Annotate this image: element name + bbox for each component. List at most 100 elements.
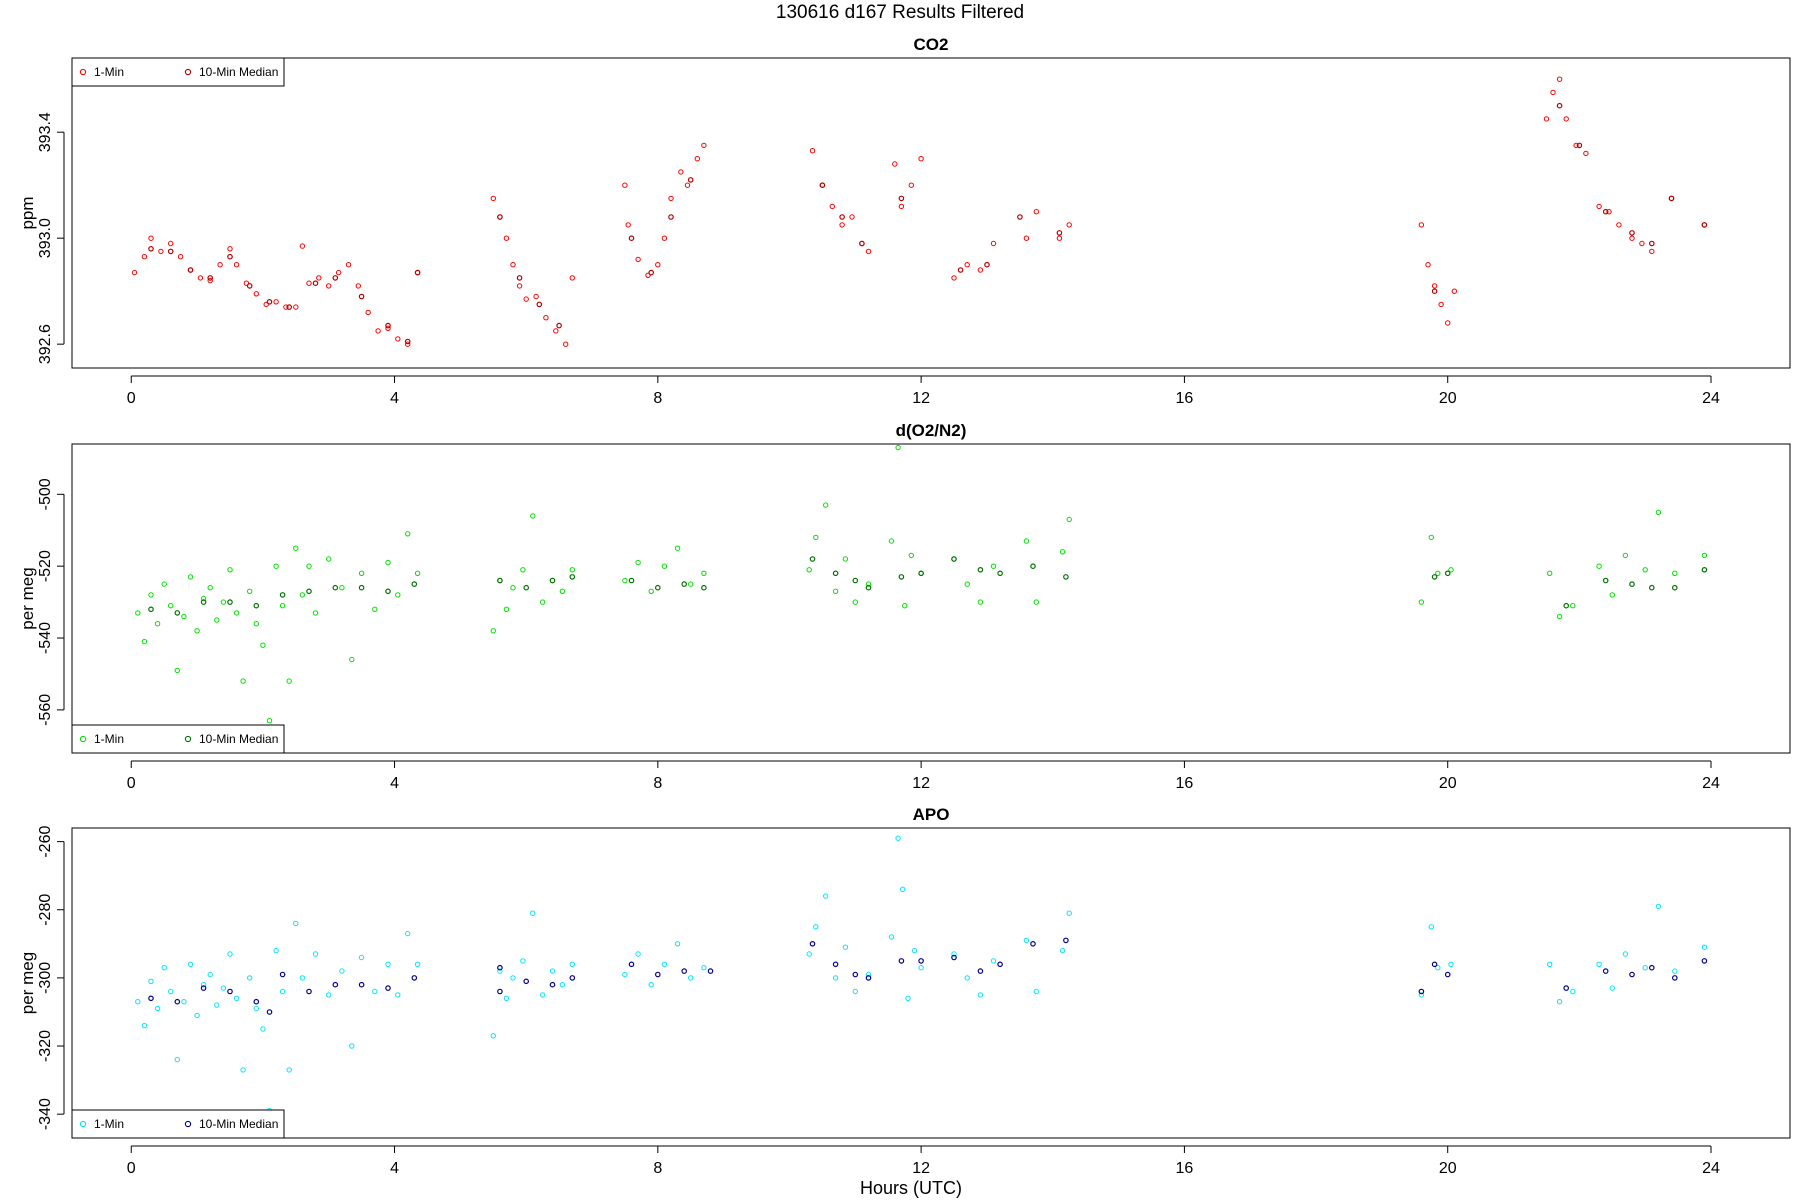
one-min-point (385, 961, 391, 967)
one-min-point (1445, 320, 1451, 326)
one-min-point (1059, 947, 1066, 954)
one-min-point (918, 965, 924, 971)
one-min-point (569, 567, 575, 573)
legend-label: 10-Min Median (199, 1117, 278, 1131)
median-point (358, 981, 365, 988)
one-min-point (520, 567, 526, 573)
one-min-point (187, 961, 194, 967)
one-min-point (549, 968, 556, 974)
x-tick-label: 8 (653, 390, 662, 407)
one-min-point (414, 961, 421, 967)
one-min-point (622, 182, 628, 188)
one-min-point (701, 570, 707, 576)
one-min-point (806, 567, 812, 573)
one-min-point (345, 262, 352, 268)
one-min-point (842, 556, 849, 562)
one-min-point (141, 254, 148, 260)
one-min-point (813, 534, 819, 541)
x-tick-label: 20 (1439, 390, 1457, 407)
legend-label: 1-Min (94, 1117, 124, 1131)
one-min-point (977, 992, 984, 998)
median-point (536, 301, 543, 308)
median-point (253, 602, 260, 609)
x-tick-label: 4 (390, 1160, 399, 1177)
one-min-point (1583, 150, 1589, 157)
one-min-point (559, 982, 566, 988)
x-tick-label: 12 (912, 390, 930, 407)
median-point (707, 968, 714, 974)
one-min-point (908, 552, 914, 559)
x-tick-label: 12 (912, 1160, 930, 1177)
one-min-point (1701, 944, 1708, 950)
median-point (246, 283, 253, 289)
one-min-point (1596, 961, 1602, 967)
one-min-point (227, 246, 233, 252)
one-min-point (266, 718, 273, 724)
one-min-point (1425, 262, 1431, 268)
one-min-point (553, 328, 559, 334)
one-min-point (335, 269, 342, 276)
one-min-point (158, 248, 164, 255)
median-point (385, 588, 391, 595)
median-point (411, 581, 418, 587)
median-point (569, 574, 576, 580)
one-min-point (645, 272, 651, 278)
one-min-point (655, 262, 661, 268)
one-min-point (358, 954, 365, 961)
one-min-point (1547, 570, 1553, 576)
one-min-point (951, 951, 957, 957)
median-point (1431, 574, 1438, 580)
median-point (977, 968, 984, 974)
one-min-point (405, 531, 411, 537)
y-axis: -560 -540 -520 -500 per meg (18, 478, 65, 726)
median-point (654, 584, 661, 591)
median-point (1431, 961, 1438, 968)
median-point (1030, 563, 1036, 570)
one-min-point (895, 835, 901, 841)
one-min-point (1033, 599, 1040, 605)
legend-marker (184, 735, 192, 743)
x-tick-label: 4 (390, 775, 399, 792)
one-min-point (253, 291, 259, 297)
one-min-point (852, 599, 858, 605)
one-min-point (339, 968, 345, 974)
one-min-point (918, 156, 924, 162)
legend-label: 10-Min Median (199, 65, 278, 79)
one-min-point (240, 678, 246, 684)
one-min-point (293, 920, 299, 927)
median-point (1701, 958, 1708, 964)
one-min-point (220, 599, 227, 605)
one-min-point (911, 947, 918, 954)
one-min-point (1639, 240, 1645, 247)
median-point (167, 248, 174, 255)
one-min-point (194, 1012, 200, 1019)
median-point (865, 584, 872, 591)
y-tick-label: 392.6 (37, 324, 54, 364)
one-min-point (832, 588, 839, 594)
one-min-point (635, 256, 641, 263)
one-min-point (533, 293, 539, 300)
one-min-point (168, 240, 174, 247)
median-point (332, 981, 339, 988)
one-min-point (131, 269, 138, 276)
one-min-point (1609, 592, 1616, 598)
legend: 1-Min 10-Min Median (71, 724, 285, 754)
one-min-point (217, 262, 223, 268)
panel-title: APO (913, 805, 950, 824)
median-point (681, 968, 688, 974)
one-min-point (543, 315, 549, 321)
median-point (332, 584, 339, 591)
median-point (523, 584, 530, 591)
one-min-point (279, 603, 286, 609)
one-min-point (214, 617, 220, 623)
median-point (1563, 602, 1570, 609)
x-tick-label: 8 (653, 775, 662, 792)
one-min-point (908, 182, 914, 188)
one-min-point (220, 985, 227, 991)
one-min-point (1606, 209, 1612, 215)
one-min-point (161, 581, 167, 587)
x-tick-label: 24 (1702, 775, 1720, 792)
one-min-point (1655, 509, 1662, 515)
legend-marker (184, 68, 192, 76)
x-tick-label: 16 (1176, 775, 1194, 792)
